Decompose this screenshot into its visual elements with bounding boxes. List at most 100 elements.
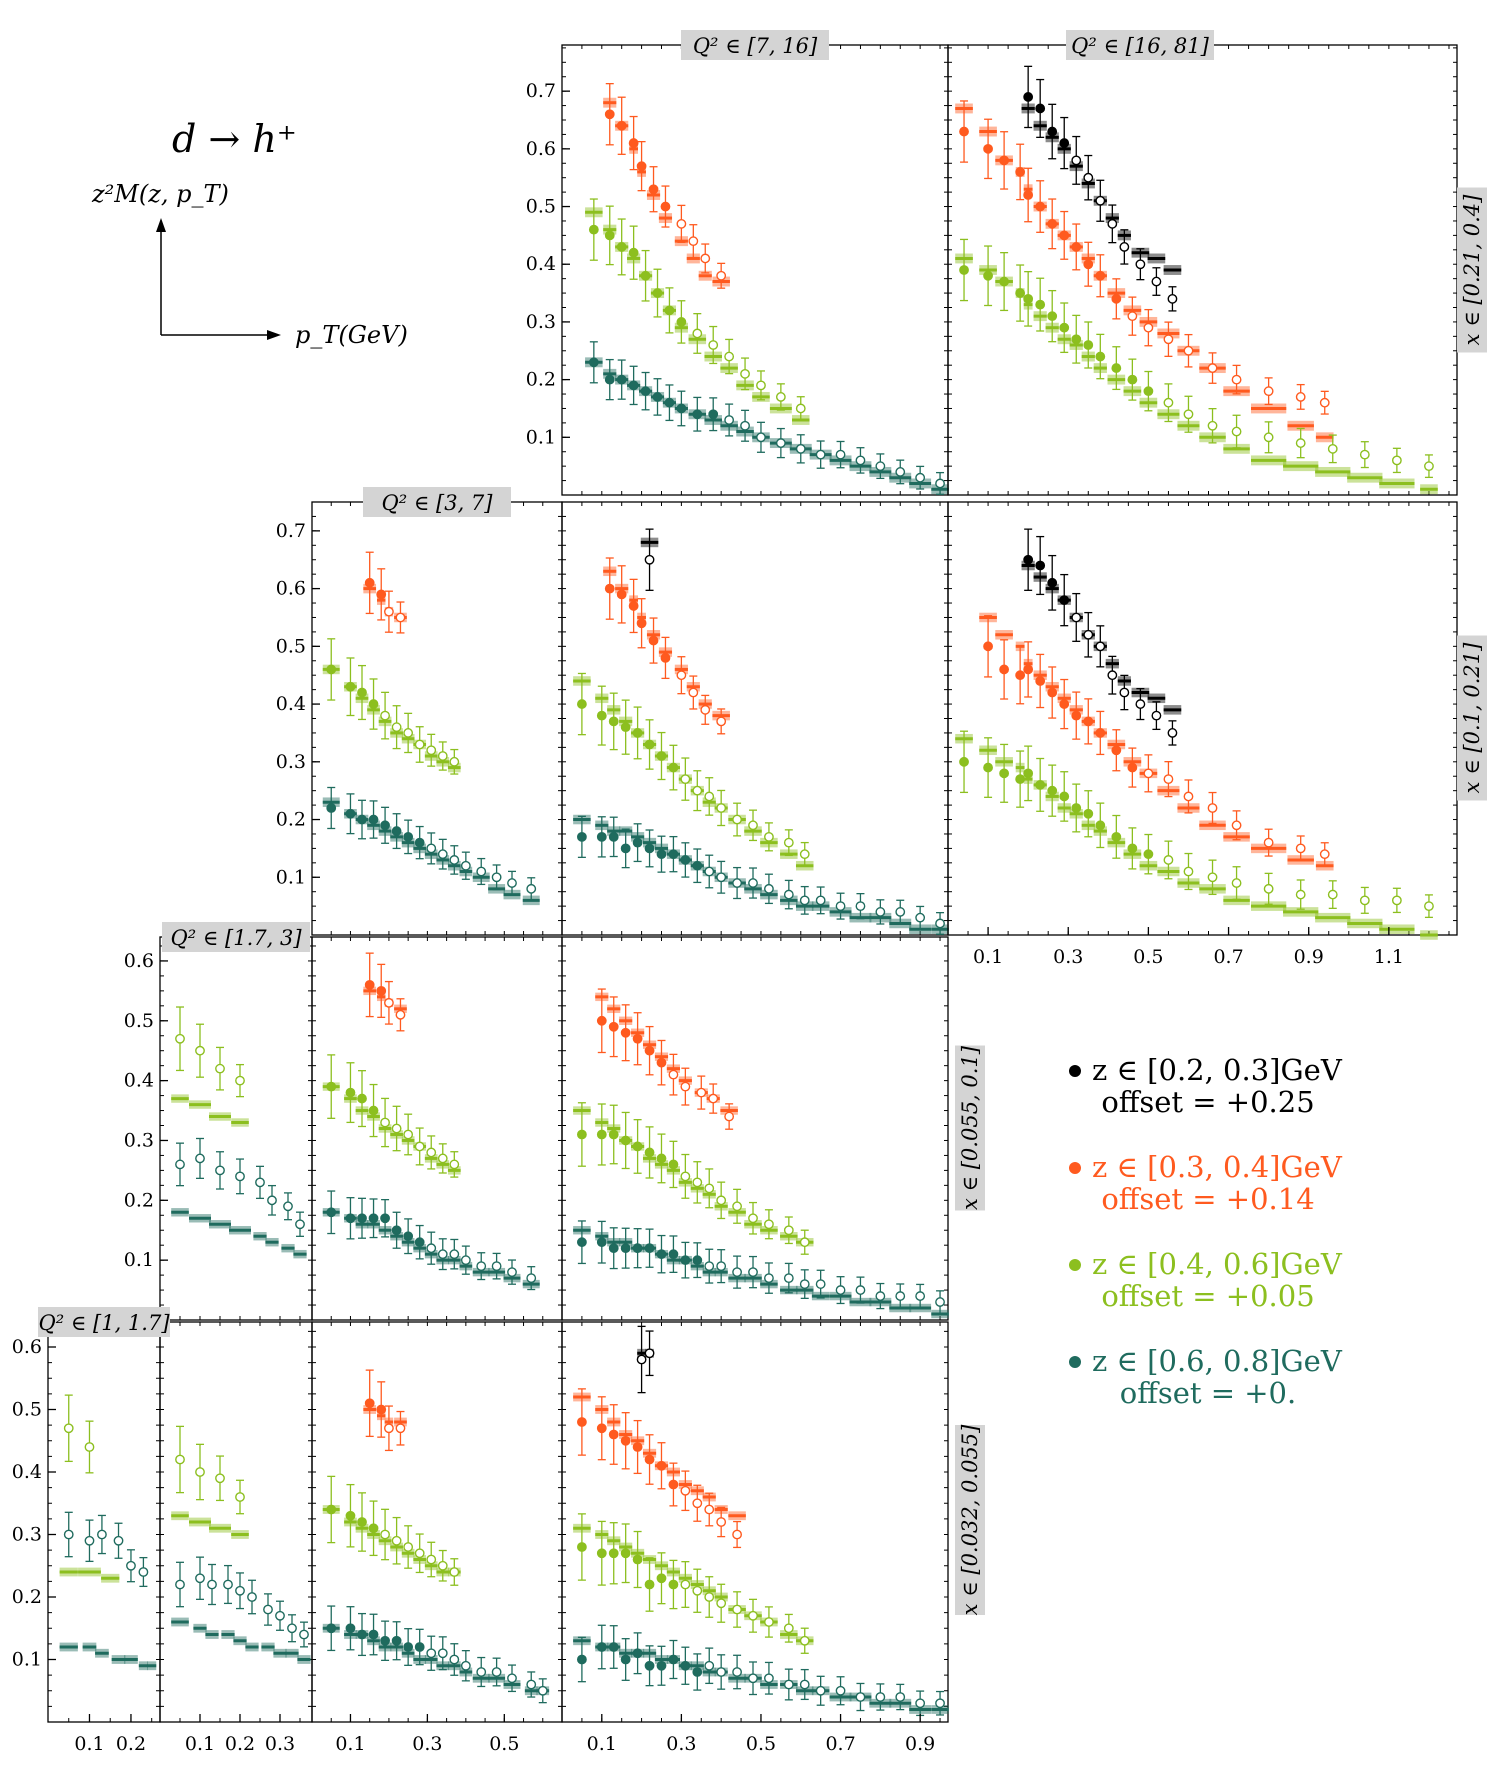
data-point — [1047, 687, 1058, 698]
series-z1 — [640, 528, 659, 591]
data-point — [1207, 803, 1218, 813]
data-point — [704, 1183, 715, 1194]
data-point — [460, 1660, 471, 1671]
data-point — [632, 1033, 643, 1044]
data-point — [326, 664, 337, 675]
y-tick-label: 0.2 — [12, 1586, 42, 1608]
x-strip-bg — [955, 1045, 985, 1211]
data-point — [1111, 363, 1122, 373]
data-point — [668, 1654, 679, 1665]
data-point — [1151, 710, 1162, 721]
data-point — [1183, 409, 1194, 420]
data-point — [1359, 449, 1370, 460]
data-point — [576, 1542, 587, 1552]
q2-strip-bg — [1066, 30, 1214, 60]
data-point — [1263, 386, 1274, 397]
data-point — [1023, 768, 1034, 779]
x-tick-label: 0.2 — [225, 1733, 255, 1755]
data-point — [644, 554, 655, 565]
data-point — [1035, 676, 1046, 686]
data-point — [380, 710, 390, 721]
data-point — [692, 409, 703, 420]
data-point — [235, 1075, 245, 1086]
data-point — [476, 1667, 487, 1677]
data-point — [688, 236, 699, 247]
series-z2 — [603, 557, 730, 735]
data-point — [1071, 612, 1082, 623]
data-point — [1135, 699, 1146, 709]
y-tick-label: 0.1 — [276, 866, 306, 888]
data-point — [696, 1087, 707, 1098]
data-point — [740, 420, 750, 431]
data-point — [1327, 443, 1338, 454]
y-tick-label: 0.2 — [124, 1189, 154, 1211]
series-z4 — [573, 1624, 949, 1717]
data-point — [604, 374, 615, 385]
x-tick-label: 0.1 — [973, 946, 1003, 968]
data-point — [636, 618, 647, 629]
data-point — [357, 687, 367, 698]
data-point — [395, 1423, 406, 1434]
data-point — [395, 1009, 406, 1020]
data-point — [491, 1261, 502, 1272]
data-point — [855, 901, 866, 912]
data-point — [1015, 167, 1026, 177]
data-point — [263, 1604, 273, 1615]
data-point — [664, 397, 675, 408]
data-point — [380, 1529, 390, 1540]
data-point — [652, 288, 663, 298]
data-point — [668, 1249, 679, 1260]
data-point — [668, 1069, 679, 1080]
data-point — [345, 1213, 356, 1224]
q2-strip-bg — [363, 487, 511, 517]
data-point — [1071, 803, 1082, 813]
data-point — [708, 340, 719, 350]
data-point — [207, 1579, 217, 1590]
data-point — [620, 1135, 631, 1146]
data-point — [704, 791, 715, 802]
x-strip-bg — [1457, 635, 1487, 801]
data-point — [959, 265, 969, 275]
data-point — [1163, 774, 1174, 785]
data-point — [449, 1567, 460, 1577]
data-point — [537, 1685, 548, 1696]
data-point — [1023, 92, 1034, 102]
data-point — [113, 1535, 124, 1546]
panel-r3-c2: 0.1 0.3 0.5 — [311, 1321, 563, 1755]
data-point — [368, 1523, 379, 1534]
data-point — [1167, 728, 1178, 738]
data-point — [700, 704, 711, 715]
data-point — [1095, 728, 1106, 738]
data-point — [1035, 779, 1046, 790]
data-point — [1207, 420, 1218, 431]
data-point — [215, 1473, 225, 1484]
data-point — [449, 855, 460, 865]
x-strip-bg — [955, 1425, 985, 1615]
data-point — [1071, 710, 1082, 721]
figure-title: d → h⁺ — [172, 117, 297, 161]
data-point — [1119, 242, 1130, 252]
data-point — [640, 270, 651, 281]
data-point — [748, 820, 758, 831]
data-point — [1035, 201, 1046, 212]
x-tick-label: 0.1 — [335, 1733, 365, 1755]
data-point — [526, 883, 537, 894]
data-point — [437, 849, 448, 860]
data-point — [1095, 195, 1106, 206]
data-point — [376, 1404, 387, 1415]
data-point — [195, 1153, 205, 1164]
data-point — [895, 467, 906, 477]
data-point — [708, 409, 719, 420]
data-point — [1035, 103, 1046, 114]
x-tick-label: 0.7 — [825, 1733, 855, 1755]
data-point — [724, 1111, 735, 1122]
data-point — [748, 1213, 758, 1224]
series-z3 — [573, 1513, 814, 1654]
data-point — [875, 1692, 886, 1702]
data-point — [895, 907, 906, 917]
data-point — [426, 1243, 437, 1254]
data-point — [368, 814, 379, 825]
data-point — [656, 1573, 667, 1584]
data-point — [616, 589, 627, 600]
data-point — [596, 831, 607, 842]
